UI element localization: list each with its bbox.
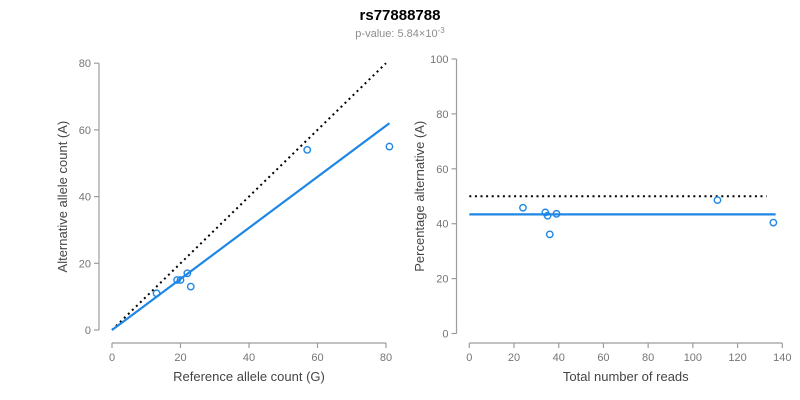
x-axis-tick-label: 60 xyxy=(311,352,323,364)
identity-line xyxy=(111,62,387,331)
pvalue-label: p-value: xyxy=(355,28,398,40)
x-axis-label: Reference allele count (G) xyxy=(173,369,325,384)
data-point xyxy=(385,142,394,151)
x-axis-tick-label: 140 xyxy=(773,352,791,364)
x-axis-tick-label: 0 xyxy=(109,352,115,364)
x-axis-tick-label: 80 xyxy=(380,352,392,364)
data-point xyxy=(552,209,561,218)
y-axis-tick-label: 80 xyxy=(79,58,91,70)
data-point xyxy=(186,282,195,291)
data-point xyxy=(519,203,527,212)
x-axis-tick-label: 80 xyxy=(642,352,654,364)
pvalue-exponent: -3 xyxy=(437,26,445,35)
data-point xyxy=(303,146,312,154)
y-axis-tick-label: 40 xyxy=(79,192,91,204)
page-title: rs77888788 xyxy=(359,7,441,24)
x-axis-tick-label: 40 xyxy=(243,352,255,364)
x-axis-tick-label: 0 xyxy=(466,352,472,364)
y-axis-label: Alternative allele count (A) xyxy=(55,121,70,273)
y-axis-tick-label: 80 xyxy=(436,109,448,121)
x-axis-tick-label: 20 xyxy=(508,352,520,364)
data-point xyxy=(545,230,554,239)
right-percentage-plot: 0 20 40 60 80 100 0 20 40 60 80 100 120 140 Total numb… xyxy=(412,54,791,384)
data-point xyxy=(713,196,722,204)
data-point xyxy=(152,289,161,298)
x-axis-tick-label: 60 xyxy=(597,352,609,364)
x-axis-tick-label: 20 xyxy=(174,352,186,364)
y-axis-tick-label: 60 xyxy=(79,125,91,137)
y-axis-tick-label: 100 xyxy=(430,54,448,66)
y-axis-tick-label: 0 xyxy=(442,329,448,341)
x-axis-tick-label: 100 xyxy=(684,352,702,364)
y-axis-tick-label: 20 xyxy=(436,274,448,286)
y-axis-tick-label: 20 xyxy=(79,258,91,270)
data-point xyxy=(173,276,181,284)
data-point xyxy=(543,211,552,220)
pvalue-subtitle: p-value: 5.84×10-3 xyxy=(0,26,800,40)
data-point xyxy=(769,218,778,227)
pvalue-mantissa: 5.84×10 xyxy=(397,28,438,40)
y-axis-tick-label: 60 xyxy=(436,164,448,176)
y-axis-label: Percentage alternative (A) xyxy=(412,121,427,272)
x-axis-label: Total number of reads xyxy=(563,369,689,384)
left-count-plot: 0 20 40 60 80 0 20 40 60 80 Reference allele count… xyxy=(55,58,394,384)
data-point xyxy=(176,276,185,284)
y-axis-tick-label: 40 xyxy=(436,219,448,231)
fit-line xyxy=(111,122,391,331)
x-axis-tick-label: 40 xyxy=(553,352,565,364)
x-axis-tick-label: 120 xyxy=(728,352,746,364)
data-point xyxy=(183,269,192,278)
y-axis-tick-label: 0 xyxy=(85,325,91,337)
